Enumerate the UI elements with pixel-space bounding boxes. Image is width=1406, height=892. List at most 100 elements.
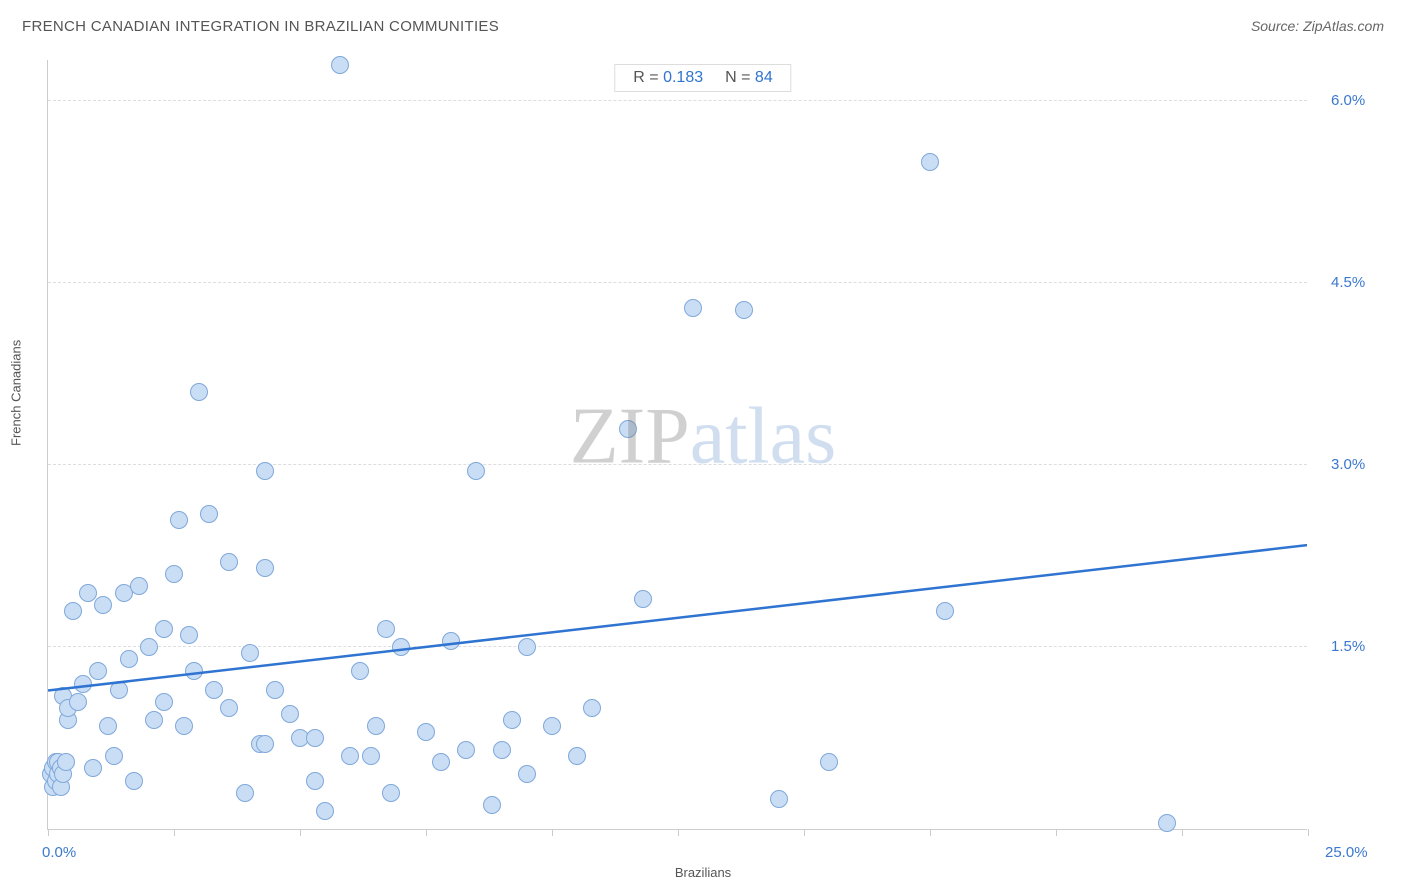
- data-point: [105, 747, 123, 765]
- data-point: [583, 699, 601, 717]
- x-tick: [174, 829, 175, 836]
- data-point: [155, 693, 173, 711]
- data-point: [155, 620, 173, 638]
- data-point: [241, 644, 259, 662]
- data-point: [432, 753, 450, 771]
- data-point: [84, 759, 102, 777]
- data-point: [417, 723, 435, 741]
- data-point: [185, 662, 203, 680]
- y-tick-label: 3.0%: [1331, 456, 1365, 473]
- data-point: [175, 717, 193, 735]
- data-point: [256, 462, 274, 480]
- chart-title: FRENCH CANADIAN INTEGRATION IN BRAZILIAN…: [22, 18, 499, 35]
- stat-n-label: N =: [725, 69, 755, 86]
- y-tick-label: 4.5%: [1331, 274, 1365, 291]
- data-point: [69, 693, 87, 711]
- gridline: [48, 464, 1307, 465]
- data-point: [362, 747, 380, 765]
- data-point: [820, 753, 838, 771]
- data-point: [306, 729, 324, 747]
- data-point: [770, 790, 788, 808]
- x-tick: [678, 829, 679, 836]
- data-point: [94, 596, 112, 614]
- x-tick: [300, 829, 301, 836]
- data-point: [467, 462, 485, 480]
- data-point: [266, 681, 284, 699]
- x-min-label: 0.0%: [42, 844, 76, 861]
- data-point: [205, 681, 223, 699]
- stat-n: N = 84: [725, 69, 773, 87]
- data-point: [483, 796, 501, 814]
- data-point: [89, 662, 107, 680]
- data-point: [351, 662, 369, 680]
- x-tick: [552, 829, 553, 836]
- trend-line: [48, 60, 1307, 829]
- data-point: [331, 56, 349, 74]
- data-point: [382, 784, 400, 802]
- data-point: [735, 301, 753, 319]
- data-point: [392, 638, 410, 656]
- data-point: [306, 772, 324, 790]
- scatter-plot-area: [47, 60, 1307, 830]
- data-point: [377, 620, 395, 638]
- data-point: [256, 735, 274, 753]
- data-point: [634, 590, 652, 608]
- data-point: [367, 717, 385, 735]
- data-point: [64, 602, 82, 620]
- data-point: [684, 299, 702, 317]
- data-point: [1158, 814, 1176, 832]
- data-point: [543, 717, 561, 735]
- data-point: [936, 602, 954, 620]
- stat-n-value: 84: [755, 69, 773, 86]
- data-point: [236, 784, 254, 802]
- x-axis-label: Brazilians: [675, 865, 731, 880]
- stats-box: R = 0.183 N = 84: [614, 64, 791, 92]
- x-tick: [426, 829, 427, 836]
- stat-r-value: 0.183: [663, 69, 703, 86]
- data-point: [74, 675, 92, 693]
- y-tick-label: 6.0%: [1331, 92, 1365, 109]
- x-tick: [1056, 829, 1057, 836]
- x-tick: [1182, 829, 1183, 836]
- data-point: [165, 565, 183, 583]
- x-tick: [930, 829, 931, 836]
- data-point: [110, 681, 128, 699]
- data-point: [200, 505, 218, 523]
- data-point: [120, 650, 138, 668]
- data-point: [568, 747, 586, 765]
- data-point: [316, 802, 334, 820]
- stat-r-label: R =: [633, 69, 663, 86]
- data-point: [457, 741, 475, 759]
- gridline: [48, 646, 1307, 647]
- data-point: [503, 711, 521, 729]
- x-max-label: 25.0%: [1325, 844, 1368, 861]
- gridline: [48, 282, 1307, 283]
- data-point: [99, 717, 117, 735]
- y-tick-label: 1.5%: [1331, 638, 1365, 655]
- y-axis-label: French Canadians: [9, 340, 24, 446]
- data-point: [140, 638, 158, 656]
- data-point: [281, 705, 299, 723]
- data-point: [518, 765, 536, 783]
- source-attribution: Source: ZipAtlas.com: [1251, 18, 1384, 34]
- data-point: [145, 711, 163, 729]
- x-tick: [804, 829, 805, 836]
- data-point: [170, 511, 188, 529]
- x-tick: [1308, 829, 1309, 836]
- data-point: [180, 626, 198, 644]
- data-point: [493, 741, 511, 759]
- data-point: [619, 420, 637, 438]
- data-point: [125, 772, 143, 790]
- data-point: [256, 559, 274, 577]
- data-point: [220, 553, 238, 571]
- gridline: [48, 100, 1307, 101]
- data-point: [220, 699, 238, 717]
- data-point: [518, 638, 536, 656]
- data-point: [442, 632, 460, 650]
- x-tick: [48, 829, 49, 836]
- data-point: [79, 584, 97, 602]
- data-point: [57, 753, 75, 771]
- data-point: [190, 383, 208, 401]
- data-point: [921, 153, 939, 171]
- stat-r: R = 0.183: [633, 69, 703, 87]
